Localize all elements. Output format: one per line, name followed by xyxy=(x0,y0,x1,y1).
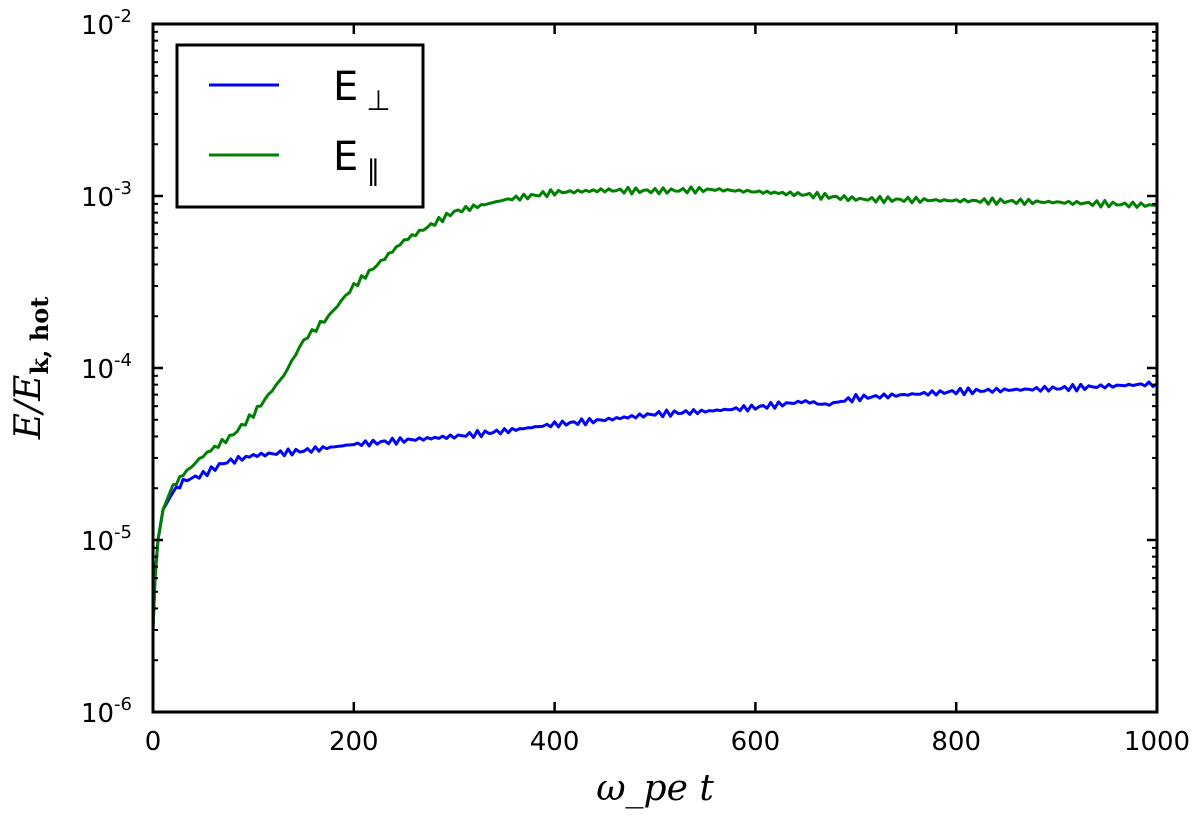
y-tick-label: 10-2 xyxy=(81,6,132,41)
x-tick-label: 800 xyxy=(931,727,981,757)
series-layer xyxy=(151,185,1158,630)
y-tick-label: 10-4 xyxy=(81,350,132,385)
x-tick-label: 200 xyxy=(329,727,379,757)
series-line-0 xyxy=(151,380,1158,630)
series-line-1 xyxy=(151,185,1158,630)
x-tick-label: 0 xyxy=(145,727,162,757)
y-tick-label: 10-5 xyxy=(81,522,132,557)
y-tick-label: 10-3 xyxy=(81,178,132,213)
plot-frame xyxy=(151,22,1159,714)
x-tick-label: 600 xyxy=(731,727,781,757)
y-tick-label: 10-6 xyxy=(81,694,132,729)
legend-label-e-perp: E ⊥ xyxy=(333,64,391,117)
x-tick-label: 1000 xyxy=(1124,727,1190,757)
legend-box xyxy=(175,43,425,209)
legend-label-e-par: E ∥ xyxy=(333,134,380,187)
x-tick-label: 400 xyxy=(530,727,580,757)
legend: E ⊥ E ∥ xyxy=(175,43,425,209)
ticks-layer: 0 200 400 600 800 1000 10-2 10-3 10-4 10-5 10-6 xyxy=(81,6,1190,757)
x-axis-label: ω_pe t xyxy=(596,768,714,809)
y-axis-label: E/Ek, hot xyxy=(8,297,54,441)
